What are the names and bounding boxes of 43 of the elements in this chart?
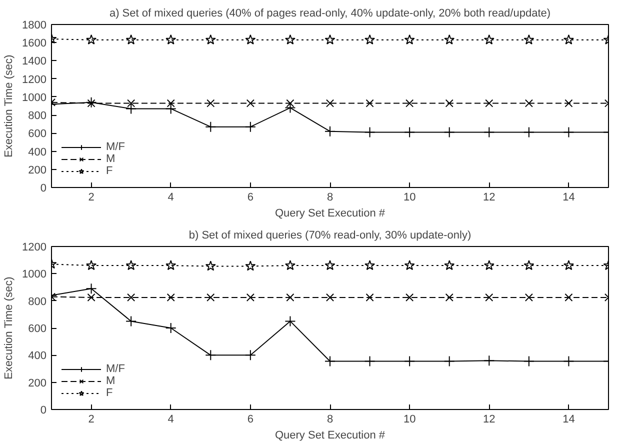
x-tick-label: 8 bbox=[326, 192, 334, 204]
x-axis-title: Query Set Execution # bbox=[274, 208, 386, 220]
legend-label: F bbox=[106, 387, 114, 399]
y-tick-label: 600 bbox=[28, 323, 47, 335]
x-tick-label: 12 bbox=[483, 192, 496, 204]
x-tick-label: 12 bbox=[483, 414, 496, 426]
x-tick-label: 10 bbox=[403, 192, 416, 204]
y-tick-label: 0 bbox=[40, 404, 47, 416]
y-tick-label: 1400 bbox=[22, 56, 47, 68]
chart-title: b) Set of mixed queries (70% read-only, 30% update-only) bbox=[188, 230, 472, 242]
y-tick-label: 400 bbox=[28, 350, 47, 362]
legend-label: F bbox=[106, 165, 114, 177]
x-tick-label: 14 bbox=[562, 414, 575, 426]
x-tick-label: 6 bbox=[247, 414, 254, 426]
x-tick-label: 4 bbox=[168, 192, 174, 204]
x-tick-label: 8 bbox=[326, 414, 334, 426]
y-tick-label: 1200 bbox=[22, 242, 47, 254]
x-tick-label: 14 bbox=[562, 192, 575, 204]
y-tick-label: 800 bbox=[28, 296, 47, 308]
y-axis-title: Execution Time (sec) bbox=[3, 54, 16, 158]
x-tick-label: 10 bbox=[403, 414, 416, 426]
y-tick-label: 1800 bbox=[22, 20, 47, 32]
y-axis-title: Execution Time (sec) bbox=[3, 276, 16, 380]
legend-label: M bbox=[106, 375, 116, 387]
y-tick-label: 1600 bbox=[22, 38, 47, 50]
legend-label: M/F bbox=[106, 141, 126, 153]
y-tick-label: 1200 bbox=[22, 74, 47, 86]
legend-label: M bbox=[106, 153, 116, 165]
x-tick-label: 6 bbox=[247, 192, 254, 204]
y-tick-label: 0 bbox=[40, 182, 47, 194]
legend-label: M/F bbox=[106, 363, 126, 375]
y-tick-label: 200 bbox=[28, 164, 47, 176]
y-tick-label: 800 bbox=[28, 110, 47, 122]
x-axis-title: Query Set Execution # bbox=[274, 430, 386, 442]
y-tick-label: 400 bbox=[28, 146, 47, 158]
y-tick-label: 600 bbox=[28, 128, 47, 140]
y-tick-label: 1000 bbox=[22, 92, 47, 104]
y-tick-label: 1000 bbox=[22, 268, 47, 281]
chart-title: a) Set of mixed queries (40% of pages read-only, 40% update-only, 20% both read/update) bbox=[109, 8, 551, 20]
x-tick-label: 2 bbox=[88, 414, 94, 426]
y-tick-label: 200 bbox=[28, 377, 47, 390]
x-tick-label: 4 bbox=[168, 414, 174, 426]
x-tick-label: 2 bbox=[88, 192, 94, 204]
